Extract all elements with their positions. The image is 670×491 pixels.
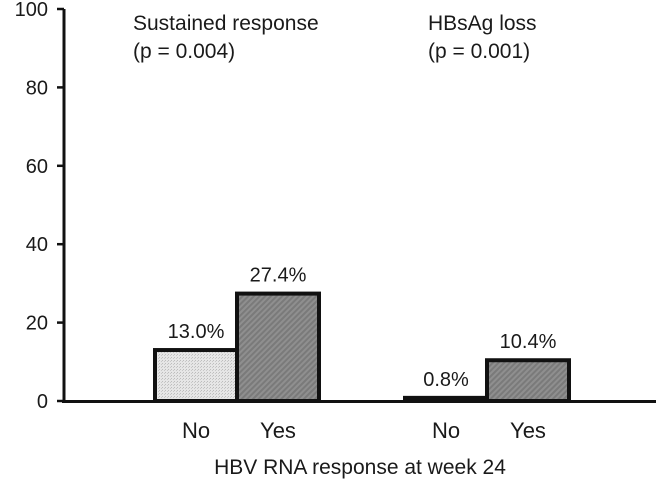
panel-titles: Sustained response (p = 0.004) HBsAg los… <box>133 12 537 63</box>
x-axis-title: HBV RNA response at week 24 <box>214 456 506 479</box>
category-label: Yes <box>260 418 296 443</box>
data-label: 0.8% <box>423 369 469 391</box>
y-ticks: 0 20 40 60 80 100 <box>15 0 64 413</box>
bar-hbsag-yes <box>485 358 571 403</box>
axes <box>62 9 656 403</box>
category-label: No <box>182 418 210 443</box>
bars <box>153 291 571 404</box>
panel-title-sustained: Sustained response <box>133 12 319 35</box>
y-tick-label: 0 <box>37 391 48 413</box>
category-labels: No Yes No Yes <box>182 418 546 443</box>
y-tick-label: 80 <box>26 77 48 99</box>
y-tick-label: 100 <box>15 0 48 21</box>
category-label: Yes <box>510 418 546 443</box>
y-tick-label: 20 <box>26 313 48 335</box>
data-label: 27.4% <box>250 265 307 287</box>
y-tick-label: 60 <box>26 156 48 178</box>
data-label: 13.0% <box>168 321 225 343</box>
panel-title-hbsag: HBsAg loss <box>428 12 537 35</box>
data-label: 10.4% <box>500 331 557 353</box>
bar-hbsag-no <box>403 395 489 404</box>
category-label: No <box>432 418 460 443</box>
y-tick-label: 40 <box>26 234 48 256</box>
bar-sustained-yes <box>235 291 321 404</box>
bar-sustained-no <box>153 348 239 404</box>
panel-subtitle-hbsag: (p = 0.001) <box>428 40 530 63</box>
data-labels: 13.0% 27.4% 0.8% 10.4% <box>168 265 557 391</box>
panel-subtitle-sustained: (p = 0.004) <box>133 40 235 63</box>
